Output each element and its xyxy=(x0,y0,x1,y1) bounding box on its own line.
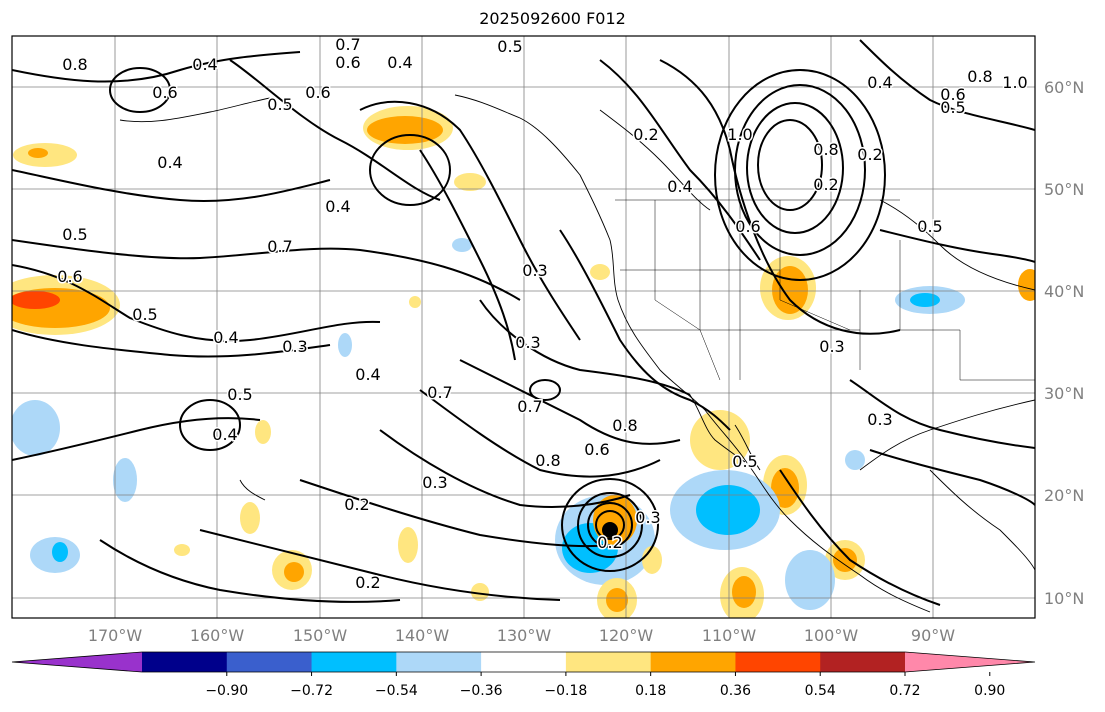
contour-label: 1.0 xyxy=(1002,73,1027,92)
colorbar xyxy=(11,651,1036,676)
colorbar-tick-label: 0.72 xyxy=(889,683,921,699)
contour-label: 0.6 xyxy=(940,85,965,104)
contour-label: 0.3 xyxy=(635,508,660,527)
latitude-label: 20°N xyxy=(1044,486,1085,505)
contour-label: 0.7 xyxy=(427,383,452,402)
contour-label: 0.3 xyxy=(282,337,307,356)
contour-label: 0.6 xyxy=(57,267,82,286)
latitude-label: 40°N xyxy=(1044,282,1085,301)
contour-label: 0.2 xyxy=(355,573,380,592)
contour-label: 0.6 xyxy=(584,440,609,459)
contour-label: 0.2 xyxy=(597,533,622,552)
contour-label: 0.3 xyxy=(819,337,844,356)
contour-label: 0.3 xyxy=(522,261,547,280)
contour-label: 0.4 xyxy=(325,197,350,216)
contour-label: 0.5 xyxy=(497,37,522,56)
colorbar-tick-label: −0.72 xyxy=(290,683,333,699)
colorbar-tick-label: −0.36 xyxy=(459,683,503,699)
contour-label: 0.5 xyxy=(917,217,942,236)
contour-label: 0.5 xyxy=(732,452,757,471)
contour-label: 0.2 xyxy=(344,495,369,514)
colorbar-tick-label: 0.36 xyxy=(719,683,752,699)
colorbar-segment xyxy=(142,652,228,672)
longitude-label: 110°W xyxy=(701,626,757,645)
contour-label: 0.4 xyxy=(213,328,238,347)
contour-label: 1.0 xyxy=(727,125,752,144)
contour-label: 0.5 xyxy=(267,95,292,114)
contour-label: 0.4 xyxy=(355,365,380,384)
contour-label: 0.5 xyxy=(227,385,252,404)
longitude-label: 140°W xyxy=(394,626,450,645)
longitude-label: 90°W xyxy=(910,626,956,645)
colorbar-segment xyxy=(396,652,482,672)
contour-label: 0.6 xyxy=(305,83,330,102)
contour-label: 0.4 xyxy=(867,73,892,92)
longitude-label: 170°W xyxy=(87,626,143,645)
contour-label: 0.7 xyxy=(335,35,360,54)
colorbar-tick-label: 0.18 xyxy=(635,683,667,699)
contour-label: 0.3 xyxy=(515,333,540,352)
contour-label: 0.2 xyxy=(857,145,882,164)
colorbar-tick-label: 0.90 xyxy=(974,683,1006,699)
longitude-label: 160°W xyxy=(189,626,245,645)
map-frame xyxy=(11,35,1036,619)
figure-title: 2025092600 F012 xyxy=(479,9,626,28)
contour-label: 0.3 xyxy=(422,473,447,492)
contour-label: 0.8 xyxy=(612,416,637,435)
contour-label: 0.8 xyxy=(535,451,560,470)
longitude-label: 150°W xyxy=(292,626,348,645)
map-background xyxy=(12,36,1035,618)
contour-label: 0.6 xyxy=(335,53,360,72)
contour-label: 0.7 xyxy=(517,397,542,416)
longitude-label: 120°W xyxy=(598,626,654,645)
colorbar-tick-label: −0.54 xyxy=(374,683,418,699)
colorbar-tick-label: 0.54 xyxy=(804,683,836,699)
colorbar-segment xyxy=(820,652,906,672)
longitude-label: 100°W xyxy=(803,626,859,645)
colorbar-segment xyxy=(226,652,313,672)
latitude-label: 30°N xyxy=(1044,384,1085,403)
latitude-label: 50°N xyxy=(1044,180,1085,199)
contour-label: 0.4 xyxy=(667,177,692,196)
contour-label: 0.3 xyxy=(867,410,892,429)
latitude-label: 10°N xyxy=(1044,589,1085,608)
contour-label: 0.8 xyxy=(967,67,992,86)
colorbar-segment xyxy=(565,652,652,672)
contour-label: 0.6 xyxy=(735,217,760,236)
contour-label: 0.4 xyxy=(212,425,237,444)
longitude-label: 130°W xyxy=(496,626,552,645)
colorbar-tick-label: −0.18 xyxy=(544,683,588,699)
contours xyxy=(12,39,1035,606)
colorbar-segment xyxy=(481,652,567,672)
shaded-regions xyxy=(12,106,1035,618)
colorbar-extend-high xyxy=(905,652,1035,672)
colorbar-extend-low xyxy=(12,652,142,672)
contour-label: 0.4 xyxy=(387,53,412,72)
contour-label: 0.8 xyxy=(813,140,838,159)
contour-labels: 0.70.60.50.40.60.40.60.80.50.40.40.50.70… xyxy=(56,34,1029,594)
borders xyxy=(615,199,1035,381)
contour-label: 0.4 xyxy=(157,153,182,172)
colorbar-tick-label: −0.90 xyxy=(205,683,249,699)
colorbar-outline xyxy=(11,651,1036,673)
contour-label: 0.5 xyxy=(132,305,157,324)
contour-label: 0.2 xyxy=(813,175,838,194)
colorbar-segment xyxy=(735,652,821,672)
contour-label: 0.5 xyxy=(62,225,87,244)
contour-label: 0.5 xyxy=(940,98,965,117)
contour-label: 0.2 xyxy=(633,125,658,144)
contour-label: 0.7 xyxy=(267,237,292,256)
latitude-label: 60°N xyxy=(1044,78,1085,97)
hurricane-center-marker xyxy=(602,522,618,538)
colorbar-segment xyxy=(311,652,397,672)
contour-label: 0.4 xyxy=(192,55,217,74)
contour-label: 0.6 xyxy=(152,83,177,102)
colorbar-segment xyxy=(650,652,736,672)
contour-label: 0.8 xyxy=(62,55,87,74)
